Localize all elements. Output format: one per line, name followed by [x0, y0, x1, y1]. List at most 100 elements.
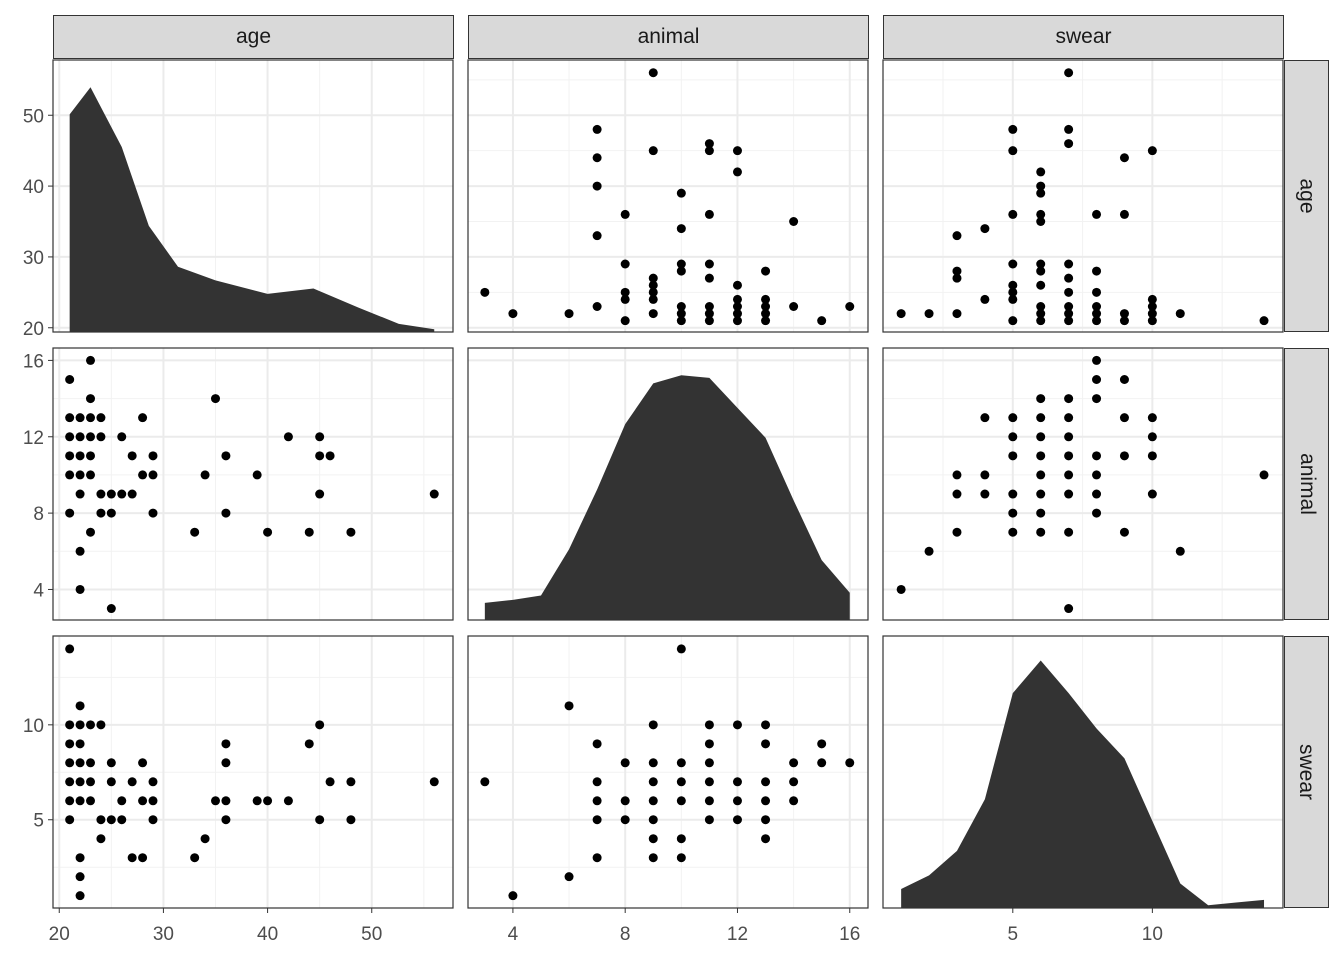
data-point: [732, 167, 742, 177]
data-point: [704, 815, 714, 825]
data-point: [127, 853, 137, 863]
panel-border: [467, 347, 869, 621]
data-point: [676, 777, 686, 787]
data-point: [761, 302, 771, 311]
y-tick-label: 12: [23, 428, 44, 449]
data-point: [648, 287, 658, 297]
data-point: [75, 777, 85, 787]
data-point: [263, 527, 273, 537]
data-point: [1092, 394, 1102, 404]
data-point: [211, 394, 220, 404]
data-point: [315, 432, 325, 442]
data-point: [75, 720, 85, 730]
data-point: [127, 451, 137, 461]
panel-swear-vs-age: [52, 635, 454, 909]
data-point: [75, 432, 85, 442]
strip-right-animal: animal: [1284, 348, 1329, 620]
data-point: [75, 872, 85, 882]
data-point: [65, 432, 75, 442]
x-tick-label: 4: [508, 924, 519, 945]
data-point: [648, 796, 658, 806]
data-point: [676, 834, 686, 844]
data-point: [1036, 451, 1046, 461]
data-point: [138, 796, 148, 806]
data-point: [1036, 316, 1046, 326]
data-point: [1092, 266, 1102, 276]
data-point: [564, 309, 574, 319]
data-point: [117, 489, 127, 499]
data-point: [592, 796, 602, 806]
data-point: [1147, 413, 1157, 423]
data-point: [315, 815, 325, 825]
data-point: [952, 527, 962, 537]
data-point: [1064, 413, 1074, 423]
data-point: [86, 777, 95, 787]
data-point: [1064, 124, 1074, 134]
panel-border: [467, 59, 869, 333]
data-point: [592, 815, 602, 825]
data-point: [1064, 309, 1074, 319]
data-point: [148, 796, 158, 806]
data-point: [1119, 527, 1129, 537]
panel-border: [52, 347, 454, 621]
data-point: [65, 374, 75, 384]
data-point: [86, 720, 95, 730]
data-point: [346, 527, 356, 537]
data-point: [65, 796, 75, 806]
panel-background: [53, 348, 453, 620]
data-point: [75, 470, 85, 480]
data-point: [75, 796, 85, 806]
strip-label: swear: [1295, 743, 1319, 801]
data-point: [1119, 413, 1129, 423]
data-point: [1008, 280, 1018, 290]
data-point: [1008, 259, 1018, 269]
data-point: [704, 316, 714, 326]
data-point: [732, 302, 742, 311]
data-point: [980, 489, 990, 499]
data-point: [148, 777, 158, 787]
data-point: [676, 853, 686, 863]
data-point: [761, 834, 771, 844]
data-point: [676, 224, 686, 234]
data-point: [86, 758, 95, 768]
data-point: [704, 259, 714, 269]
data-point: [761, 777, 771, 787]
data-point: [732, 316, 742, 326]
data-point: [648, 294, 658, 304]
y-tick-label: 50: [23, 106, 44, 127]
data-point: [980, 294, 990, 304]
data-point: [1064, 489, 1074, 499]
data-point: [732, 796, 742, 806]
data-point: [564, 872, 574, 882]
data-point: [732, 309, 742, 319]
y-tick-label: 20: [23, 319, 44, 340]
x-tick-label: 20: [49, 924, 70, 945]
data-point: [1008, 124, 1018, 134]
data-point: [1092, 470, 1102, 480]
data-point: [508, 309, 518, 319]
data-point: [221, 796, 231, 806]
data-point: [283, 432, 293, 442]
data-point: [1119, 309, 1129, 319]
data-point: [980, 224, 990, 234]
data-point: [1036, 217, 1046, 226]
panel-border: [52, 59, 454, 333]
panel-swear-vs-animal: [467, 635, 869, 909]
data-point: [221, 815, 231, 825]
data-point: [1064, 470, 1074, 480]
data-point: [1036, 167, 1046, 177]
data-point: [1147, 451, 1157, 461]
data-point: [1064, 139, 1074, 149]
data-point: [75, 739, 85, 749]
data-point: [732, 294, 742, 304]
data-point: [117, 815, 127, 825]
data-point: [704, 302, 714, 311]
data-point: [648, 815, 658, 825]
data-point: [263, 796, 273, 806]
y-tick-label: 5: [33, 811, 44, 832]
panel-age-vs-animal: [467, 59, 869, 333]
data-point: [1036, 413, 1046, 423]
data-point: [65, 739, 75, 749]
data-point: [1064, 432, 1074, 442]
